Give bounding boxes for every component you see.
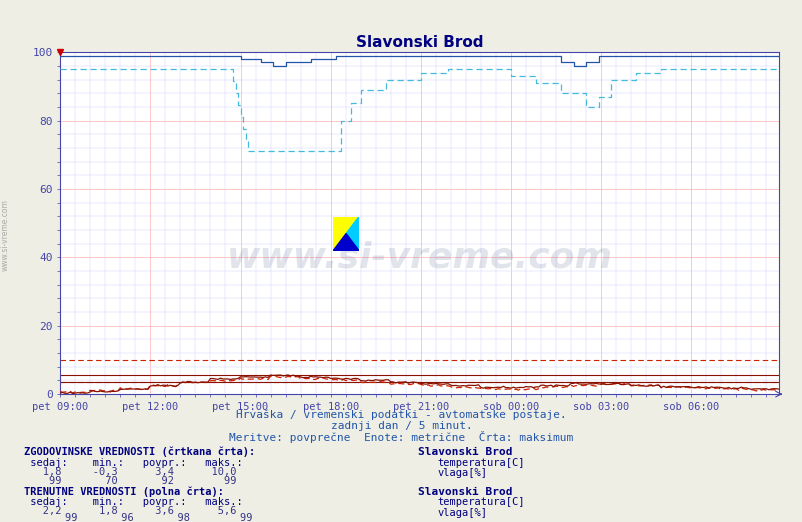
Text: temperatura[C]: temperatura[C] <box>437 458 525 468</box>
Text: www.si-vreme.com: www.si-vreme.com <box>0 199 10 271</box>
Title: Slavonski Brod: Slavonski Brod <box>355 34 483 50</box>
Text: sedaj:    min.:   povpr.:   maks.:: sedaj: min.: povpr.: maks.: <box>24 458 242 468</box>
Text: 99       96       98        99: 99 96 98 99 <box>40 513 253 522</box>
Text: temperatura[C]: temperatura[C] <box>437 497 525 507</box>
Text: 99       70       92        99: 99 70 92 99 <box>24 477 237 487</box>
Text: vlaga[%]: vlaga[%] <box>437 508 487 518</box>
Text: zadnji dan / 5 minut.: zadnji dan / 5 minut. <box>330 421 472 431</box>
Text: Slavonski Brod: Slavonski Brod <box>417 487 512 497</box>
Text: Hrvaška / vremenski podatki - avtomatske postaje.: Hrvaška / vremenski podatki - avtomatske… <box>236 409 566 420</box>
Polygon shape <box>346 217 358 251</box>
Text: 1,8     -0,3      3,4      10,0: 1,8 -0,3 3,4 10,0 <box>24 467 237 477</box>
Text: sedaj:    min.:   povpr.:   maks.:: sedaj: min.: povpr.: maks.: <box>24 497 242 507</box>
Polygon shape <box>333 234 358 251</box>
Text: Slavonski Brod: Slavonski Brod <box>417 447 512 457</box>
Text: ZGODOVINSKE VREDNOSTI (črtkana črta):: ZGODOVINSKE VREDNOSTI (črtkana črta): <box>24 447 255 457</box>
Text: vlaga[%]: vlaga[%] <box>437 468 487 478</box>
Polygon shape <box>333 217 358 251</box>
Text: www.si-vreme.com: www.si-vreme.com <box>226 240 612 275</box>
Text: Meritve: povprečne  Enote: metrične  Črta: maksimum: Meritve: povprečne Enote: metrične Črta:… <box>229 431 573 443</box>
Text: TRENUTNE VREDNOSTI (polna črta):: TRENUTNE VREDNOSTI (polna črta): <box>24 487 224 497</box>
Text: 2,2      1,8      3,6       5,6: 2,2 1,8 3,6 5,6 <box>24 506 237 516</box>
